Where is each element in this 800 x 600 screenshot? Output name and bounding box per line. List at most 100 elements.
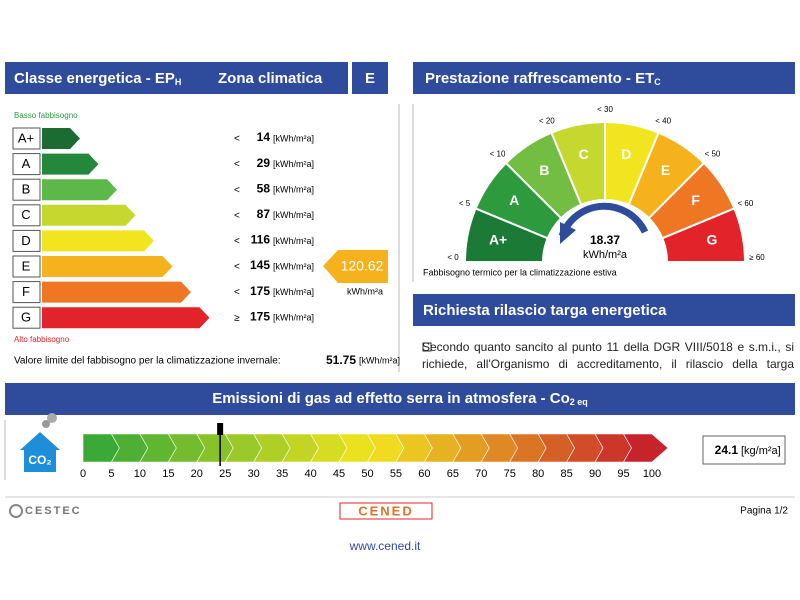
footer-url: www.cened.it [349, 539, 421, 553]
class-arrow [42, 204, 136, 226]
class-label: A+ [18, 130, 34, 145]
class-unit: [kWh/m²a] [273, 133, 314, 143]
scale-label: 100 [643, 468, 661, 480]
gauge-threshold: < 20 [539, 117, 555, 126]
class-unit: [kWh/m²a] [273, 313, 314, 323]
needle-head [560, 222, 576, 244]
smoke [47, 413, 57, 423]
gauge-label: F [691, 192, 700, 208]
emission-box [702, 435, 786, 465]
scale-label: 95 [617, 468, 629, 480]
header-bar [413, 294, 795, 326]
current-value: 120.62 [341, 258, 384, 274]
class-value: 14 [257, 130, 271, 144]
class-box [12, 127, 41, 150]
gauge-label: C [579, 146, 589, 162]
footer-left: CESTEC [25, 505, 82, 517]
scale-label: 75 [504, 468, 516, 480]
class-arrow [42, 179, 117, 201]
class-value: 116 [251, 233, 271, 247]
class-arrow [42, 230, 154, 252]
class-value: 87 [257, 207, 271, 221]
cooling-value: 18.37 [590, 233, 620, 247]
scale-label: 65 [447, 468, 459, 480]
scale-chevron [623, 433, 669, 463]
title-subscript: 2 eq [570, 397, 588, 407]
header-bar [5, 383, 795, 415]
scale-label: 20 [191, 468, 203, 480]
class-arrow [42, 153, 99, 175]
zone-value: E [365, 70, 375, 87]
emission-marker-head [217, 423, 224, 435]
scale-label: 55 [390, 468, 402, 480]
header-title: Prestazione raffrescamento - ETC [425, 70, 661, 87]
limit-value: 51.75 [326, 353, 356, 367]
class-unit: [kWh/m²a] [273, 210, 314, 220]
scale-label: 5 [108, 468, 114, 480]
gauge: A+ A B C D E F G < 0 < 5 < 10 < 20 < 30 < 40 < 50 < 60 ≥… [447, 105, 765, 263]
class-box [12, 229, 41, 252]
class-value: 175 [250, 309, 270, 323]
gauge-label: B [539, 162, 549, 178]
current-unit: kWh/m²a [347, 286, 383, 296]
class-arrow [42, 281, 191, 303]
class-label: F [22, 284, 30, 299]
class-unit: [kWh/m²a] [273, 159, 314, 169]
gauge-label: G [706, 231, 717, 247]
class-comparator: < [234, 185, 240, 196]
footer-center: CENED [358, 503, 414, 518]
scale-label: 0 [80, 468, 86, 480]
cooling-unit: kWh/m²a [583, 249, 628, 261]
gauge-threshold: < 10 [490, 150, 506, 159]
gauge-label: A [509, 192, 519, 208]
class-label: B [22, 182, 31, 197]
scale-label: 15 [162, 468, 174, 480]
class-comparator: < [234, 159, 240, 170]
bottom-note: Alto fabbisogno [14, 335, 70, 344]
scale-label: 80 [532, 468, 544, 480]
class-value: 175 [250, 284, 270, 298]
scale-label: 40 [304, 468, 316, 480]
title-text: Prestazione raffrescamento - ET [425, 70, 654, 87]
class-comparator: < [234, 287, 240, 298]
smoke [42, 420, 50, 428]
request-title: Richiesta rilascio targa energetica [423, 302, 667, 319]
scale-label: 45 [333, 468, 345, 480]
scale-label: 70 [475, 468, 487, 480]
emission-scale: 0 5 10 15 20 25 30 35 40 45 50 55 60 65 70 75 80 85 90 95 10… [80, 423, 669, 480]
class-value: 29 [257, 156, 271, 170]
class-label: C [21, 207, 30, 222]
header-bar [5, 62, 348, 94]
class-label: G [21, 310, 31, 325]
class-box [12, 153, 41, 176]
scale-label: 60 [418, 468, 430, 480]
class-box [12, 204, 41, 227]
gauge-threshold: < 0 [447, 253, 459, 262]
header-title: Classe energetica - EPH [14, 70, 181, 87]
cooling-note: Fabbisogno termico per la climatizzazion… [423, 267, 617, 277]
header-bar [352, 62, 388, 94]
emission-unit: [kg/m²a] [741, 445, 781, 457]
scale-label: 10 [134, 468, 146, 480]
class-unit: [kWh/m²a] [273, 236, 314, 246]
class-arrow [42, 256, 173, 277]
gauge-threshold: < 40 [655, 117, 671, 126]
class-comparator: < [234, 134, 240, 145]
title-text: Emissioni di gas ad effetto serra in atm… [212, 390, 570, 407]
zone-label: Zona climatica [218, 70, 323, 87]
class-arrow [42, 128, 80, 149]
class-comparator: ≥ [234, 313, 240, 324]
checkbox[interactable] [422, 342, 432, 352]
scale-label: 85 [561, 468, 573, 480]
gauge-needle [558, 202, 649, 238]
gauge-threshold: < 30 [597, 105, 613, 114]
gauge-label: A+ [489, 231, 507, 247]
co2-icon [20, 432, 60, 472]
scale-label: 30 [248, 468, 260, 480]
logo-icon [9, 504, 23, 518]
co2-label: CO₂ [28, 453, 51, 467]
class-box [12, 255, 41, 278]
limit-unit: [kWh/m²a] [359, 355, 400, 365]
class-label: E [22, 258, 31, 273]
